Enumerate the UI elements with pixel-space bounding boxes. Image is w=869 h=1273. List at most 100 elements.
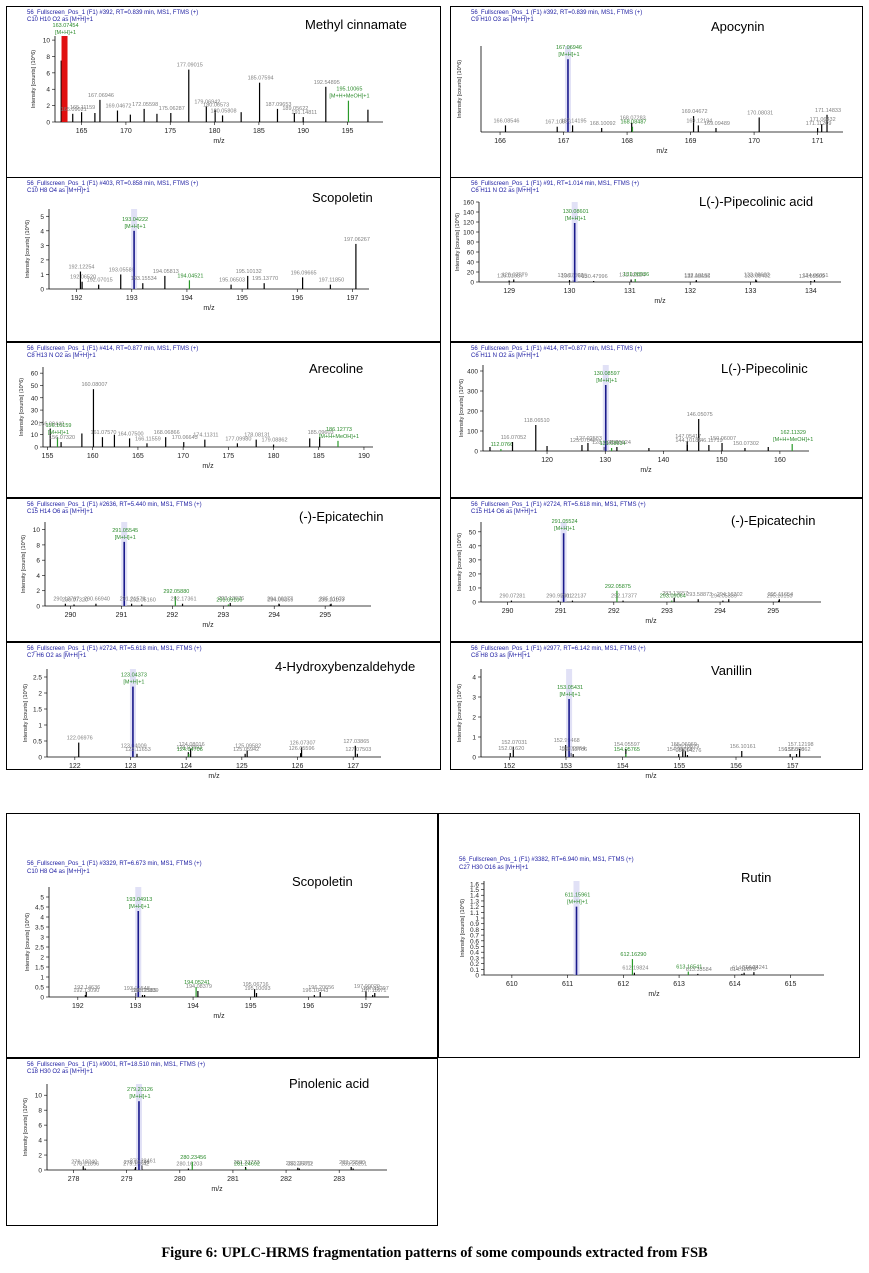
peak-label: 192.54895	[314, 80, 340, 86]
peak-label: 166.11559	[135, 436, 161, 442]
y-tick-label: 1	[40, 975, 44, 982]
y-tick-label: 0.5	[33, 739, 42, 746]
x-axis-label: m/z	[211, 1186, 223, 1193]
peak-label: 186.12773	[326, 427, 352, 433]
peak-label: 195.10132	[236, 269, 262, 275]
peak-annotation: [M+H]+1	[129, 1094, 150, 1100]
panel-header-line2: C6 H11 N O2 as [M+H]+1	[471, 353, 540, 359]
peak-label: 292.05880	[163, 589, 189, 595]
panel-apocynin: 56_Fullscreen_Pos_1 (F1) #392, RT=0.839 …	[450, 6, 863, 178]
peak-label: 163.07454	[53, 23, 79, 29]
peak-label: 133.08682	[744, 273, 770, 279]
peak-label: 613.16541	[676, 965, 702, 971]
x-tick-label: 193	[126, 295, 138, 302]
x-tick-label: 197	[360, 1003, 372, 1010]
peak-label: 147.05417	[675, 434, 701, 440]
y-tick-label: 2	[36, 588, 40, 595]
panel-header-line2: C8 H13 N O2 as [M+H]+1	[27, 353, 96, 359]
x-tick-label: 194	[187, 1003, 199, 1010]
y-tick-label: 2	[40, 955, 44, 962]
peak-label: 293.09106	[216, 597, 242, 603]
peak-label: 152.07031	[501, 740, 527, 746]
compound-name: Arecoline	[309, 361, 364, 376]
peak-label: 290.07320	[62, 597, 88, 603]
x-tick-label: 611	[562, 981, 573, 988]
peak-label: 197.06267	[344, 237, 370, 243]
y-tick-label: 0.7	[470, 933, 479, 940]
peak-annotation: [M+H]+1	[55, 30, 76, 36]
y-tick-label: 0	[46, 120, 50, 127]
y-tick-label: 0.9	[470, 921, 479, 928]
peak-label: 278.18240	[71, 1159, 97, 1165]
peak-label: 293.09064	[660, 594, 686, 600]
panel-pipecolinic-acid: 56_Fullscreen_Pos_1 (F1) #91, RT=1.014 m…	[450, 177, 863, 342]
x-tick-label: 614	[729, 981, 741, 988]
peak-label: 157.06862	[785, 747, 811, 753]
peak-label: 160.08007	[81, 382, 107, 388]
y-tick-label: 0	[38, 1168, 42, 1175]
x-tick-label: 180	[209, 128, 221, 135]
y-tick-label: 1.1	[470, 910, 479, 917]
y-tick-label: 2	[38, 691, 42, 698]
peak-label: 131.08934	[600, 441, 626, 447]
x-tick-label: 291	[116, 612, 128, 619]
panel-vanillin: 56_Fullscreen_Pos_1 (F1) #2977, RT=6.142…	[450, 642, 863, 780]
peak-label: 155.14276	[675, 748, 701, 754]
panel-header-line2: C18 H30 O2 as [M+H]+1	[27, 1069, 94, 1075]
spectrum-plot: 610 611 612 613 614 615 00.10.20.30.40.50.60.7…	[460, 881, 824, 998]
peak-label: 122.06976	[67, 736, 93, 742]
panel-header-line1: 56_Fullscreen_Pos_1 (F1) #414, RT=0.877 …	[471, 346, 643, 352]
panel-header-line2: C8 H8 O3 as [M+H]+1	[471, 653, 531, 659]
peak-label: 127.02583	[576, 436, 602, 442]
panel-hydroxybenzaldehyde: 56_Fullscreen_Pos_1 (F1) #2724, RT=5.618…	[6, 642, 441, 780]
y-tick-label: 2	[40, 257, 44, 264]
peak-label: 112.0766	[491, 442, 514, 448]
x-axis-label: m/z	[656, 148, 668, 155]
y-tick-label: 160	[463, 200, 474, 207]
x-tick-label: 185	[313, 453, 325, 460]
y-tick-label: 0	[474, 449, 478, 456]
figure-caption: Figure 6: UPLC-HRMS fragmentation patter…	[161, 1245, 708, 1261]
y-axis-label: Intensity [counts] (10^6)	[460, 899, 466, 957]
y-tick-label: 1	[475, 916, 479, 923]
x-tick-label: 294	[714, 608, 726, 615]
y-tick-label: 2.5	[33, 675, 42, 682]
peak-label: 197.00029	[354, 984, 380, 990]
peak-label: 292.05875	[605, 584, 631, 590]
peak-label: 124.08016	[179, 742, 205, 748]
peak-label: 295.10159	[318, 597, 344, 603]
x-tick-label: 123	[125, 763, 137, 770]
compound-name: Rutin	[741, 870, 772, 885]
x-tick-label: 197	[347, 295, 359, 302]
peak-label: 291.21576	[120, 597, 146, 603]
y-tick-label: 0	[472, 600, 476, 607]
y-tick-label: 60	[31, 371, 39, 378]
peak-label: 156.10159	[45, 423, 71, 429]
x-tick-label: 130	[599, 457, 611, 464]
peak-label: 613.33584	[686, 967, 712, 973]
peak-annotation: [M+H+MeOH]+1	[319, 434, 359, 440]
y-tick-label: 8	[38, 1108, 42, 1115]
y-tick-label: 1.6	[470, 881, 479, 888]
x-tick-label: 192	[71, 295, 83, 302]
x-tick-label: 170	[120, 128, 132, 135]
y-axis-label: Intensity [counts] (10^6)	[31, 50, 37, 108]
y-tick-label: 0	[40, 287, 44, 294]
y-tick-label: 20	[469, 571, 477, 578]
peak-label: 295.11673	[319, 597, 345, 603]
panel-header-line1: 56_Fullscreen_Pos_1 (F1) #2636, RT=5.440…	[27, 502, 202, 508]
peak-label: 280.16203	[176, 1162, 202, 1168]
y-axis-label: Intensity [counts] (10^6)	[23, 1098, 29, 1156]
peak-label: 175.06287	[159, 106, 185, 112]
compound-name: Scopoletin	[312, 190, 373, 205]
x-tick-label: 166	[494, 138, 506, 145]
peak-label: 170.06643	[172, 435, 198, 441]
x-tick-label: 155	[673, 763, 685, 770]
panel-scopoletin-2: 56_Fullscreen_Pos_1 (F1) #3329, RT=6.673…	[6, 813, 438, 1058]
peak-label: 168.10092	[590, 121, 616, 127]
peak-label: 194.08379	[186, 984, 212, 990]
spectrum-plot: 290 291 292 293 294 295 0 2 4 6 8 10 m/z Intensity [c…	[21, 522, 371, 629]
x-axis-label: m/z	[213, 138, 225, 145]
peak-label: 170.08031	[747, 110, 773, 116]
x-axis-label: m/z	[208, 773, 220, 780]
